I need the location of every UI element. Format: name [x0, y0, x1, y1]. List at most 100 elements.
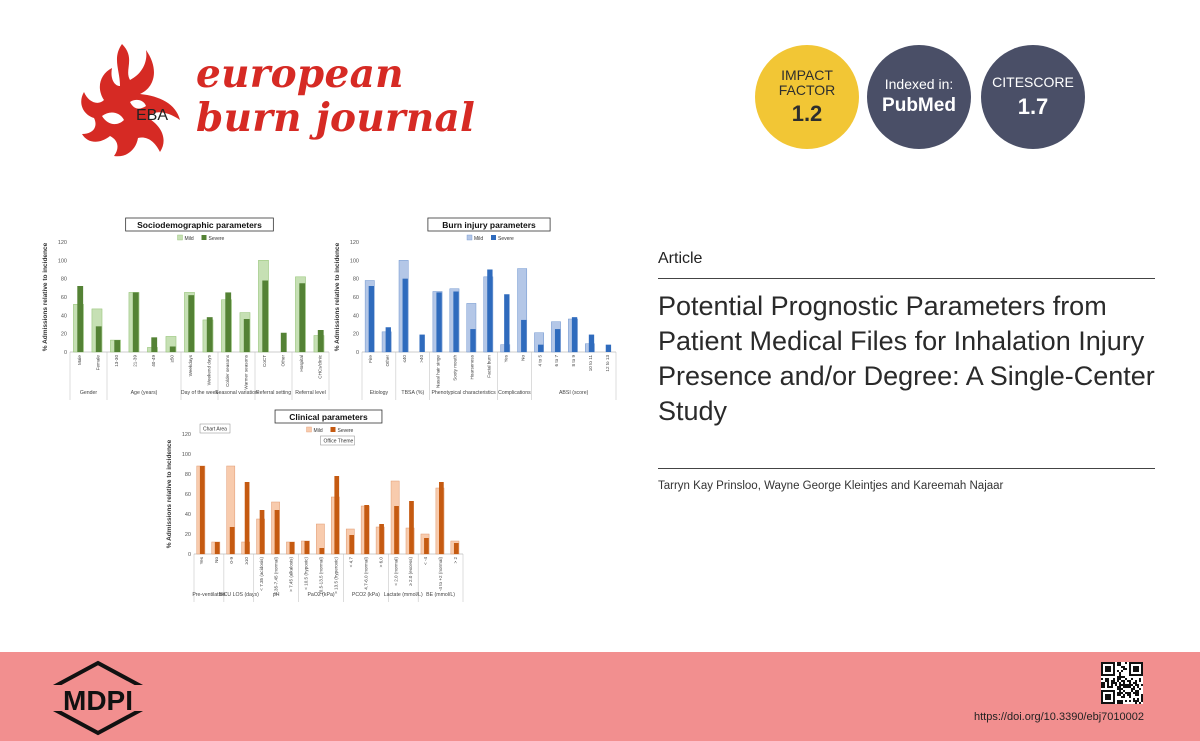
- qr-module: [1141, 694, 1143, 696]
- bar-severe: [439, 482, 444, 554]
- group-label: PaO2 (kPa): [307, 592, 334, 598]
- y-tick-label: 60: [353, 295, 359, 301]
- legend-label-mild: Mild: [185, 236, 194, 242]
- y-tick-label: 20: [353, 332, 359, 338]
- chart-title: Clinical parameters: [289, 412, 368, 422]
- impact-factor-badge: IMPACT FACTOR 1.2: [755, 45, 859, 149]
- qr-module: [1141, 696, 1143, 698]
- x-tick-label: ≥10: [244, 557, 249, 565]
- office-theme-tooltip: [320, 435, 355, 446]
- y-tick-label: 20: [61, 332, 67, 338]
- doi-link[interactable]: https://doi.org/10.3390/ebj7010002: [973, 711, 1144, 723]
- qr-module: [1129, 686, 1131, 688]
- citescore-label: CITESCORE: [992, 74, 1074, 91]
- qr-module: [1127, 694, 1129, 696]
- group-label: ABSI (score): [559, 390, 589, 396]
- bar-severe: [368, 286, 375, 352]
- bar-severe: [199, 466, 205, 554]
- x-tick-label: < 10.5 (hypoxic): [304, 557, 309, 590]
- bar-severe: [409, 501, 414, 554]
- qr-module: [1111, 682, 1113, 684]
- legend-label-severe: Severe: [209, 236, 225, 242]
- qr-module: [1101, 686, 1103, 688]
- qr-module: [1123, 680, 1125, 682]
- chart-area-tooltip-text: Chart Area: [203, 427, 227, 433]
- legend-swatch-severe: [491, 235, 496, 240]
- qr-module: [1135, 694, 1137, 696]
- qr-module: [1117, 676, 1119, 678]
- x-tick-label: No: [520, 355, 525, 361]
- x-tick-label: CoCT: [262, 355, 267, 367]
- qr-module: [1107, 684, 1109, 686]
- qr-module: [1135, 702, 1137, 704]
- qr-module: [1101, 678, 1103, 680]
- chart-title: Sociodemographic parameters: [137, 220, 262, 230]
- office-theme-tooltip-text: Office Theme: [324, 439, 354, 445]
- qr-module: [1121, 692, 1123, 694]
- legend-label-severe: Severe: [338, 428, 354, 434]
- chart-legend: Mild Severe: [306, 426, 354, 434]
- qr-module: [1107, 680, 1109, 682]
- group-label: Referral setting: [256, 390, 291, 396]
- bar-severe: [379, 524, 384, 554]
- qr-module: [1133, 686, 1135, 688]
- qr-module: [1133, 688, 1135, 690]
- qr-module: [1129, 694, 1131, 696]
- x-tick-label: Nasal hair singe: [436, 355, 441, 388]
- chart-title: Burn injury parameters: [442, 220, 536, 230]
- qr-module: [1125, 662, 1127, 664]
- qr-finder-core: [1105, 666, 1111, 672]
- y-tick-label: 120: [58, 240, 67, 246]
- qr-module: [1141, 684, 1143, 686]
- chart-title-box: [274, 409, 383, 424]
- qr-module: [1117, 678, 1119, 680]
- article-title: Potential Prognostic Parameters from Pat…: [658, 291, 1155, 427]
- qr-module: [1101, 682, 1103, 684]
- qr-module: [1131, 688, 1133, 690]
- qr-module: [1123, 676, 1125, 678]
- qr-module: [1113, 678, 1115, 680]
- bar-severe: [114, 340, 121, 352]
- bar-severe: [169, 346, 176, 352]
- bar-severe: [225, 292, 232, 352]
- bar-severe: [394, 506, 399, 554]
- qr-module: [1139, 678, 1141, 680]
- qr-module: [1119, 672, 1121, 674]
- qr-module: [1103, 686, 1105, 688]
- bar-severe: [244, 482, 250, 554]
- qr-module: [1141, 700, 1143, 702]
- qr-module: [1123, 682, 1125, 684]
- qr-module: [1135, 684, 1137, 686]
- qr-module: [1129, 684, 1131, 686]
- y-tick-label: 0: [188, 552, 191, 558]
- qr-module: [1135, 692, 1137, 694]
- x-tick-label: < 4.7: [348, 557, 353, 568]
- x-tick-label: Fire: [368, 355, 373, 363]
- group-label: Day of the week: [181, 390, 219, 396]
- chart-area-tooltip: [199, 423, 231, 434]
- x-tick-label: Male: [77, 355, 82, 365]
- qr-module: [1133, 698, 1135, 700]
- qr-module: [1117, 686, 1119, 688]
- qr-module: [1129, 696, 1131, 698]
- qr-module: [1137, 692, 1139, 694]
- group-label: Gender: [80, 390, 98, 396]
- bar-severe: [571, 317, 578, 352]
- qr-module: [1137, 694, 1139, 696]
- bar-severe: [95, 326, 102, 352]
- bar-severe: [538, 344, 544, 352]
- qr-module: [1139, 702, 1141, 704]
- graphical-abstract-charts: Sociodemographic parameters Mild Severe 0 20…: [42, 217, 617, 602]
- footer-band: MDPI https://doi.org/10.3390/ebj7010002: [0, 652, 1200, 741]
- qr-module: [1129, 682, 1131, 684]
- journal-name: european burn journal: [196, 52, 475, 140]
- x-tick-label: Yes: [503, 354, 508, 362]
- qr-module: [1103, 682, 1105, 684]
- qr-module: [1121, 696, 1123, 698]
- qr-module: [1101, 684, 1103, 686]
- y-tick-label: 40: [61, 313, 67, 319]
- qr-module: [1119, 664, 1121, 666]
- qr-module: [1119, 688, 1121, 690]
- qr-module: [1125, 678, 1127, 680]
- qr-module: [1113, 680, 1115, 682]
